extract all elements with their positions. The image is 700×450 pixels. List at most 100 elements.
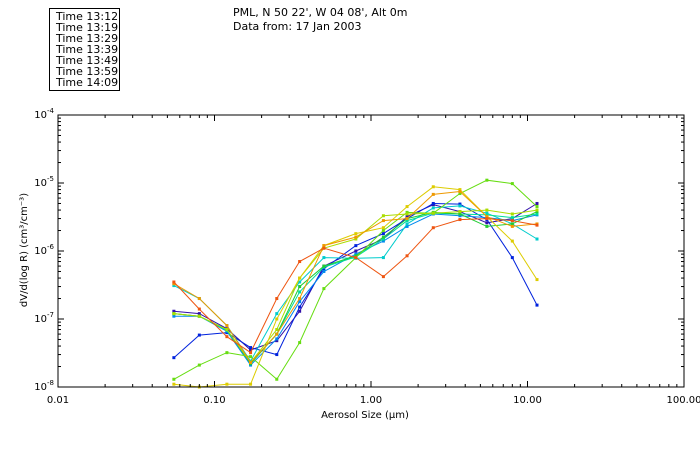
legend-item: Time 13:39 (56, 43, 119, 56)
data-point (458, 204, 462, 208)
data-point (275, 328, 279, 332)
data-point (298, 285, 302, 289)
series-2 (172, 212, 539, 367)
data-point (535, 201, 539, 205)
data-point (249, 346, 253, 350)
data-point (322, 256, 326, 260)
data-point (431, 201, 435, 205)
data-point (381, 239, 385, 243)
legend-item: Time 13:29 (56, 32, 119, 45)
data-point (485, 178, 489, 182)
data-point (225, 324, 229, 328)
data-point (354, 232, 358, 236)
data-point (381, 226, 385, 230)
data-point (172, 280, 176, 284)
data-point (405, 224, 409, 228)
data-point (172, 282, 176, 286)
data-point (249, 351, 253, 355)
data-point (535, 205, 539, 209)
series-line (173, 202, 538, 359)
data-point (535, 212, 539, 216)
legend-item: Time 13:59 (56, 65, 119, 78)
y-tick-label: 10-5 (34, 175, 54, 189)
data-point (172, 309, 176, 313)
data-point (322, 267, 326, 271)
data-point (172, 377, 176, 381)
data-point (381, 256, 385, 260)
x-tick-label: 1.00 (360, 395, 382, 406)
data-point (381, 237, 385, 241)
data-point (275, 317, 279, 321)
data-point (381, 232, 385, 236)
y-tick-label: 10-6 (34, 243, 54, 257)
data-point (535, 210, 539, 214)
data-point (458, 192, 462, 196)
x-tick-label: 100.00 (667, 395, 700, 406)
legend-item: Time 14:09 (56, 76, 119, 89)
x-tick-label: 0.01 (47, 395, 69, 406)
data-point (298, 297, 302, 301)
series-10 (172, 217, 539, 355)
series-6 (172, 178, 539, 381)
data-point (298, 305, 302, 309)
data-point (431, 211, 435, 215)
data-point (405, 222, 409, 226)
series-7 (172, 208, 539, 364)
x-axis-label: Aerosol Size (μm) (321, 410, 409, 421)
data-point (172, 382, 176, 386)
data-point (431, 185, 435, 189)
data-point (172, 356, 176, 360)
data-point (354, 237, 358, 241)
plot-frame (57, 114, 685, 388)
chart-location: PML, N 50 22', W 04 08', Alt 0m (233, 6, 408, 19)
axis-layer: 0.01 0.10 1.00 10.00 100.00 10-8 10-7 10-6 10-5 1… (34, 107, 700, 406)
data-point (322, 287, 326, 291)
data-point (322, 246, 326, 250)
data-point (510, 239, 514, 243)
data-point (249, 348, 253, 352)
data-point (405, 217, 409, 221)
data-point (197, 312, 201, 316)
data-point (381, 229, 385, 233)
data-point (275, 312, 279, 316)
data-point (405, 210, 409, 214)
data-point (485, 213, 489, 217)
data-point (405, 219, 409, 223)
data-point (535, 237, 539, 241)
data-point (381, 235, 385, 239)
data-point (354, 244, 358, 248)
data-point (298, 300, 302, 304)
data-point (249, 382, 253, 386)
series-line (173, 212, 538, 364)
data-point (197, 333, 201, 337)
data-point (485, 217, 489, 221)
data-point (354, 235, 358, 239)
data-point (405, 212, 409, 216)
data-point (510, 222, 514, 226)
data-point (275, 337, 279, 341)
data-point (405, 254, 409, 258)
y-axis-label: dV/d(log R) (cm³/cm⁻³) (19, 193, 30, 307)
data-point (535, 208, 539, 212)
data-point (197, 307, 201, 311)
data-point (197, 314, 201, 318)
data-point (535, 223, 539, 227)
legend-item: Time 13:49 (56, 54, 119, 67)
data-point (510, 256, 514, 260)
data-point (275, 377, 279, 381)
data-point (431, 226, 435, 230)
data-point (510, 216, 514, 220)
legend-item: Time 13:19 (56, 21, 119, 34)
data-point (197, 363, 201, 367)
data-point (172, 312, 176, 316)
data-point (225, 351, 229, 355)
data-point (322, 264, 326, 268)
data-point (510, 182, 514, 186)
data-point (458, 214, 462, 218)
data-point (298, 290, 302, 294)
legend: Time 13:12 Time 13:19 Time 13:29 Time 13… (49, 8, 120, 91)
data-point (197, 297, 201, 301)
series-8 (172, 185, 539, 389)
data-point (354, 254, 358, 258)
data-point (249, 355, 253, 359)
